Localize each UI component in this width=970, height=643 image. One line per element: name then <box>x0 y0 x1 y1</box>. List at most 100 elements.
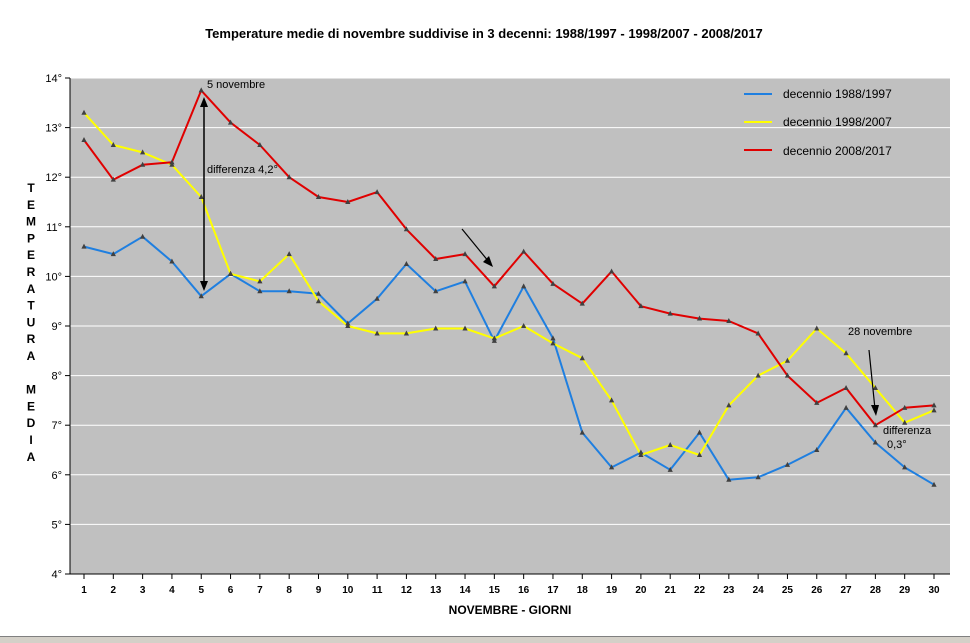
data-point <box>257 288 263 294</box>
data-point <box>521 283 527 289</box>
y-axis-label-letter: R <box>27 332 36 346</box>
x-tick-label: 7 <box>257 585 263 596</box>
y-tick-label: 12° <box>45 172 62 184</box>
data-point <box>462 325 468 331</box>
y-axis-label-letter: M <box>26 383 36 397</box>
data-point <box>608 464 615 470</box>
annotation-differenza-0-3-b: 0,3° <box>887 439 907 451</box>
x-tick-label: 11 <box>372 585 383 596</box>
data-point <box>814 399 820 405</box>
data-point <box>902 464 908 470</box>
data-point <box>374 295 380 301</box>
x-tick-label: 20 <box>635 585 647 596</box>
x-tick-label: 27 <box>841 585 853 596</box>
legend-label-2008: decennio 2008/2017 <box>783 144 892 158</box>
data-point <box>843 350 849 356</box>
y-axis-label-letter: E <box>27 399 35 413</box>
data-point <box>638 451 644 457</box>
legend-label-1988: decennio 1988/1997 <box>783 87 892 101</box>
difference-arrow-day28 <box>868 349 879 416</box>
data-point <box>227 270 234 276</box>
data-point <box>403 330 410 336</box>
y-axis-label-letter: U <box>27 315 36 329</box>
data-point <box>433 288 439 294</box>
series-layer <box>81 87 937 487</box>
y-tick-label: 9° <box>51 321 62 333</box>
data-point <box>696 451 703 457</box>
data-point <box>696 429 703 435</box>
data-point <box>521 248 527 254</box>
data-point <box>902 404 908 410</box>
data-point <box>667 442 673 448</box>
data-point <box>345 199 351 204</box>
x-tick-label: 25 <box>782 585 794 596</box>
data-point <box>462 251 468 257</box>
annotation-differenza-4-2: differenza 4,2° <box>207 164 278 176</box>
data-point <box>315 290 322 296</box>
data-point <box>257 278 263 284</box>
data-point <box>110 251 116 257</box>
x-tick-label: 30 <box>928 585 940 596</box>
y-axis-label-letter: P <box>27 231 35 245</box>
data-point <box>726 402 732 408</box>
x-axis-title: NOVEMBRE - GIORNI <box>449 603 572 617</box>
data-point <box>550 335 556 341</box>
data-point <box>140 233 146 239</box>
y-tick-label: 6° <box>51 470 62 482</box>
data-point <box>374 189 380 195</box>
data-point <box>931 481 937 487</box>
x-tick-label: 5 <box>198 585 204 596</box>
data-point <box>608 397 615 403</box>
data-point <box>198 87 204 93</box>
data-point <box>227 119 234 125</box>
annotation-differenza-0-3-a: differenza <box>883 425 932 437</box>
data-point <box>872 385 878 390</box>
data-point <box>843 404 849 410</box>
y-axis-label-letter: E <box>27 248 35 262</box>
y-axis-label-letter: T <box>27 299 35 313</box>
x-tick-label: 8 <box>286 585 292 596</box>
data-point <box>433 256 439 262</box>
x-tick-label: 19 <box>606 585 618 596</box>
data-point <box>550 280 556 286</box>
data-point <box>931 407 937 413</box>
y-axis-label-letter: I <box>29 433 32 447</box>
trend-arrow <box>461 228 493 267</box>
data-point <box>110 176 116 182</box>
data-point <box>726 318 732 324</box>
data-point <box>784 461 791 467</box>
data-point <box>550 340 556 346</box>
data-point <box>931 402 937 408</box>
y-tick-label: 4° <box>51 569 62 581</box>
x-tick-label: 12 <box>401 585 413 596</box>
x-tick-label: 9 <box>316 585 322 596</box>
y-tick-label: 8° <box>51 371 62 383</box>
data-point <box>286 251 292 257</box>
y-axis-label-letter: T <box>27 181 35 195</box>
data-point <box>814 325 820 331</box>
data-point <box>638 303 644 309</box>
data-point <box>345 323 351 328</box>
data-point <box>843 385 849 390</box>
data-point <box>784 357 791 363</box>
x-tick-label: 2 <box>111 585 117 596</box>
data-point <box>198 293 204 299</box>
data-point <box>579 355 585 361</box>
data-point <box>198 194 204 200</box>
data-point <box>491 335 497 341</box>
data-point <box>81 109 87 115</box>
annotation-5-novembre: 5 novembre <box>207 79 265 91</box>
legend-label-1998: decennio 1998/2007 <box>783 115 892 129</box>
x-tick-label: 10 <box>342 585 354 596</box>
data-point <box>696 315 703 321</box>
y-axis-label-letter: E <box>27 198 35 212</box>
y-axis-label-letter: D <box>27 416 36 430</box>
x-tick-label: 15 <box>489 585 501 596</box>
annotation-28-novembre: 28 novembre <box>848 326 912 338</box>
series-line-1 <box>83 112 935 456</box>
data-point <box>902 419 908 425</box>
y-ticks: 4° 5° 6° 7° 8° 9° 10° 11° 12° 13° 14° <box>45 73 70 581</box>
data-point <box>374 330 380 336</box>
y-tick-label: 11° <box>46 222 62 234</box>
data-point <box>667 310 673 316</box>
